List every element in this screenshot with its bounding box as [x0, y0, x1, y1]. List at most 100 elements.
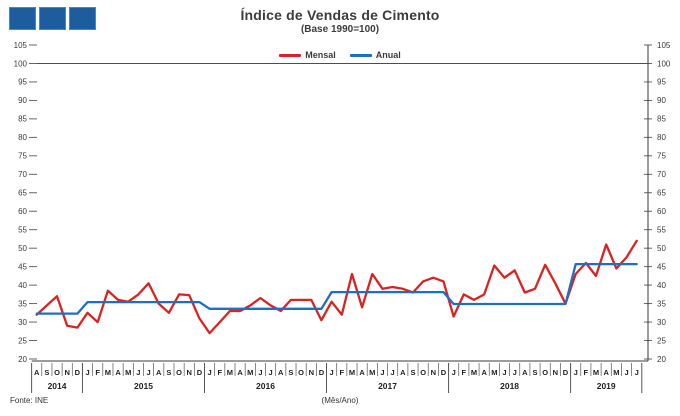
y-tick-label-right: 100 — [657, 59, 671, 68]
year-label: 2016 — [256, 381, 275, 391]
y-tick-label-right: 85 — [657, 115, 666, 124]
series-mensal — [35, 239, 638, 335]
y-tick-label-right: 70 — [657, 170, 666, 179]
month-label: M — [349, 368, 355, 377]
year-label: 2014 — [48, 381, 67, 391]
month-label: J — [380, 368, 384, 377]
y-tick-label-right: 45 — [657, 262, 666, 271]
month-label: J — [85, 368, 89, 377]
y-tick-label-right: 35 — [657, 299, 666, 308]
y-tick-label-left: 105 — [14, 41, 28, 50]
month-label: J — [624, 368, 628, 377]
y-tick-label-right: 20 — [657, 355, 666, 364]
month-label: F — [584, 368, 589, 377]
y-tick-label-right: 90 — [657, 96, 666, 105]
month-label: F — [462, 368, 467, 377]
source-note: Fonte: INE — [10, 396, 49, 405]
month-label: J — [136, 368, 140, 377]
month-label: O — [420, 368, 426, 377]
y-tick-label-left: 45 — [18, 262, 27, 271]
month-label: F — [217, 368, 222, 377]
y-tick-label-left: 55 — [18, 226, 27, 235]
y-tick-label-left: 30 — [18, 318, 27, 327]
month-label: F — [95, 368, 100, 377]
month-label: A — [115, 368, 121, 377]
month-label: M — [247, 368, 253, 377]
y-tick-label-left: 50 — [18, 244, 27, 253]
month-label: A — [359, 368, 365, 377]
month-label: J — [574, 368, 578, 377]
month-label: D — [75, 368, 81, 377]
x-axis-title: (Mês/Ano) — [321, 396, 359, 405]
y-tick-label-right: 60 — [657, 207, 666, 216]
legend-label-mensal: Mensal — [305, 50, 336, 60]
month-label: N — [553, 368, 558, 377]
month-label: J — [207, 368, 211, 377]
month-label: A — [237, 368, 243, 377]
y-tick-label-left: 90 — [18, 96, 27, 105]
y-tick-label-left: 25 — [18, 336, 27, 345]
y-tick-label-left: 100 — [14, 59, 28, 68]
y-tick-label-left: 60 — [18, 207, 27, 216]
month-label: J — [513, 368, 517, 377]
month-label: A — [278, 368, 284, 377]
logo-square — [69, 7, 96, 30]
month-label: S — [532, 368, 537, 377]
month-label: A — [34, 368, 40, 377]
mensal-line-swatch — [279, 53, 302, 57]
month-label: O — [54, 368, 60, 377]
month-label: M — [613, 368, 619, 377]
y-tick-label-right: 105 — [657, 41, 671, 50]
month-label: M — [471, 368, 477, 377]
month-label: N — [187, 368, 192, 377]
month-label: O — [298, 368, 304, 377]
month-label: S — [44, 368, 49, 377]
month-label: O — [542, 368, 548, 377]
series-anual — [35, 262, 638, 315]
y-tick-label-right: 95 — [657, 78, 666, 87]
month-label: M — [369, 368, 375, 377]
month-label: N — [64, 368, 69, 377]
y-tick-label-left: 20 — [18, 355, 27, 364]
y-tick-label-left: 40 — [18, 281, 27, 290]
month-label: N — [431, 368, 436, 377]
month-label: J — [269, 368, 273, 377]
month-label: J — [146, 368, 150, 377]
y-tick-label-left: 80 — [18, 133, 27, 142]
y-tick-label-right: 65 — [657, 189, 666, 198]
month-label: F — [339, 368, 344, 377]
y-tick-label-left: 35 — [18, 299, 27, 308]
month-label: A — [400, 368, 406, 377]
month-label: D — [319, 368, 325, 377]
y-tick-label-left: 75 — [18, 152, 27, 161]
month-label: N — [309, 368, 314, 377]
month-label: D — [563, 368, 569, 377]
legend-item-anual: Anual — [349, 50, 401, 60]
month-label: S — [410, 368, 415, 377]
month-label: J — [391, 368, 395, 377]
y-tick-label-right: 50 — [657, 244, 666, 253]
month-label: M — [227, 368, 233, 377]
y-tick-label-right: 30 — [657, 318, 666, 327]
month-label: S — [288, 368, 293, 377]
legend: Mensal Anual — [0, 50, 680, 60]
month-label: M — [491, 368, 497, 377]
y-tick-label-left: 85 — [18, 115, 27, 124]
month-label: J — [258, 368, 262, 377]
y-tick-label-left: 95 — [18, 78, 27, 87]
month-label: A — [481, 368, 487, 377]
year-label: 2019 — [597, 381, 616, 391]
month-label: O — [176, 368, 182, 377]
month-label: M — [125, 368, 131, 377]
y-tick-label-right: 75 — [657, 152, 666, 161]
logo — [9, 7, 96, 30]
year-label: 2015 — [134, 381, 153, 391]
y-axes: 20 20 25 25 30 30 35 35 40 40 45 45 50 50 55 55 60 60 65 65… — [14, 41, 671, 364]
month-label: J — [452, 368, 456, 377]
chart-subtitle: (Base 1990=100) — [300, 24, 380, 35]
month-label: A — [156, 368, 162, 377]
anual-line-swatch — [349, 53, 372, 57]
